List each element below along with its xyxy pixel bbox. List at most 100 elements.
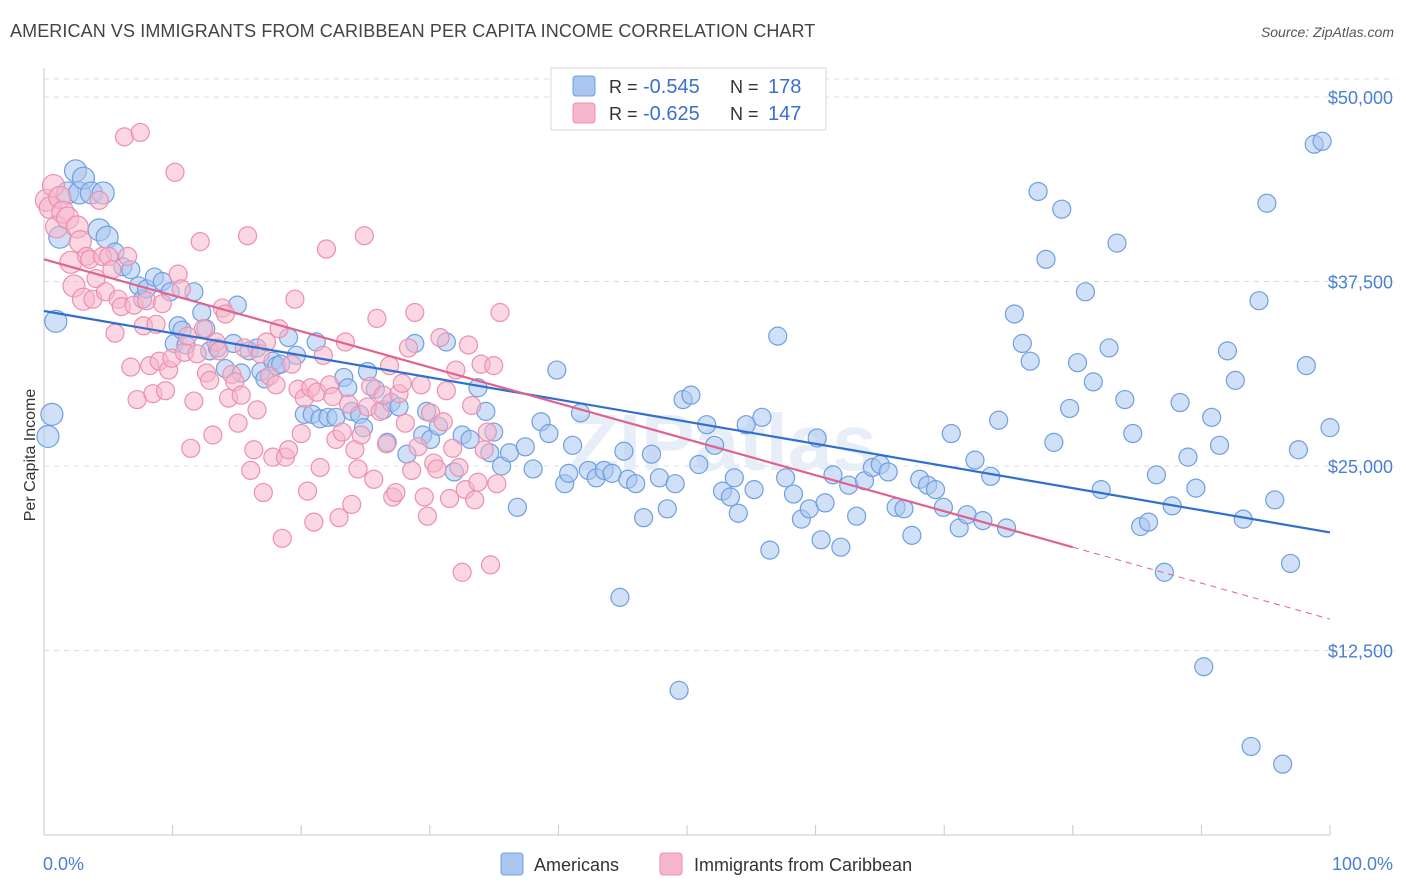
caribbean-point <box>446 360 466 380</box>
caribbean-point <box>348 459 368 479</box>
american-point <box>811 530 831 550</box>
caribbean-point <box>376 434 397 454</box>
american-point <box>1194 657 1214 677</box>
american-point <box>1083 372 1103 392</box>
caribbean-point <box>474 440 494 460</box>
legend-box: R = -0.545 N = 178 R = -0.625 N = 147 <box>550 67 827 131</box>
american-point <box>1107 233 1127 253</box>
legend-n-label-2: N = <box>730 104 759 124</box>
american-point <box>559 463 579 483</box>
american-point <box>1075 282 1096 302</box>
caribbean-point <box>462 395 482 416</box>
caribbean-point <box>436 381 456 401</box>
caribbean-point <box>452 562 472 582</box>
caribbean-point <box>458 335 479 355</box>
american-point <box>1320 418 1340 438</box>
caribbean-point <box>152 294 172 314</box>
caribbean-point <box>351 425 371 445</box>
american-point <box>1052 199 1072 219</box>
american-point <box>547 360 567 380</box>
american-point <box>847 506 867 526</box>
american-point <box>1115 389 1135 410</box>
american-point <box>1028 181 1048 202</box>
american-point <box>1036 249 1056 269</box>
caribbean-point <box>209 341 229 361</box>
caribbean-point <box>165 162 185 182</box>
legend-r-label-1: R = <box>609 77 638 97</box>
american-point <box>925 480 946 500</box>
american-point <box>44 309 68 333</box>
tick-labels: $12,500 $25,000 $37,500 $50,000 0.0% 100.0% <box>43 88 1393 874</box>
legend-r-americans: -0.545 <box>643 76 700 98</box>
american-point <box>878 462 898 482</box>
american-point <box>1012 333 1032 354</box>
american-point <box>523 459 543 479</box>
caribbean-point <box>439 488 460 509</box>
legend-swatch-caribbean <box>572 102 596 124</box>
american-point <box>1225 370 1245 390</box>
american-point <box>752 407 772 427</box>
caribbean-point <box>398 338 419 358</box>
american-point <box>610 587 630 607</box>
caribbean-point <box>411 375 431 395</box>
caribbean-point <box>181 438 201 458</box>
american-point <box>902 525 922 545</box>
caribbean-point <box>136 291 157 311</box>
caribbean-point <box>402 460 422 481</box>
caribbean-point <box>414 487 434 507</box>
caribbean-point <box>487 474 507 494</box>
caribbean-point <box>408 437 428 457</box>
caribbean-point <box>244 440 264 460</box>
caribbean-point <box>395 413 415 433</box>
american-point <box>736 415 756 435</box>
y-axis-label: Per Capita Income <box>22 389 39 522</box>
caribbean-point <box>278 440 299 460</box>
american-point <box>1146 465 1167 485</box>
caribbean-point <box>370 401 390 421</box>
american-point <box>1296 356 1316 376</box>
american-point <box>657 499 677 519</box>
american-point <box>724 468 744 488</box>
americans-trendline <box>43 309 1331 534</box>
caribbean-point <box>405 302 425 323</box>
caribbean-point <box>392 373 412 393</box>
caribbean-point <box>468 472 488 492</box>
american-point <box>1067 353 1088 373</box>
american-point <box>1257 193 1277 213</box>
caribbean-point <box>465 490 485 510</box>
caribbean-point <box>118 246 138 267</box>
caribbean-point <box>310 457 330 478</box>
american-point <box>1265 490 1285 510</box>
legend-r-caribbean: -0.625 <box>643 103 700 125</box>
caribbean-point <box>285 289 305 309</box>
american-point <box>1202 407 1222 427</box>
gridlines <box>44 78 1395 651</box>
bottom-swatch-caribbean <box>659 852 683 876</box>
caribbean-point <box>184 391 204 411</box>
caribbean-point <box>313 345 333 365</box>
caribbean-point <box>332 422 352 442</box>
caribbean-point <box>231 385 251 405</box>
caribbean-points <box>34 122 510 582</box>
bottom-legend-americans: Americans <box>534 855 619 875</box>
american-point <box>669 680 689 700</box>
american-point <box>1241 736 1261 757</box>
y-tick-label: $37,500 <box>1328 273 1393 293</box>
caribbean-point <box>114 127 135 147</box>
caribbean-point <box>291 423 311 444</box>
caribbean-point <box>266 375 286 395</box>
caribbean-point <box>364 469 384 489</box>
caribbean-point <box>155 381 176 401</box>
american-point <box>1123 423 1143 444</box>
american-point <box>728 503 748 523</box>
american-point <box>1020 351 1040 371</box>
american-point <box>989 410 1009 430</box>
caribbean-point <box>121 357 141 377</box>
american-point <box>744 480 764 500</box>
american-point <box>1044 432 1064 452</box>
caribbean-point <box>89 190 109 210</box>
american-point <box>1138 512 1159 532</box>
legend-n-label-1: N = <box>730 77 759 97</box>
american-point <box>1209 435 1230 455</box>
american-point <box>776 468 796 488</box>
